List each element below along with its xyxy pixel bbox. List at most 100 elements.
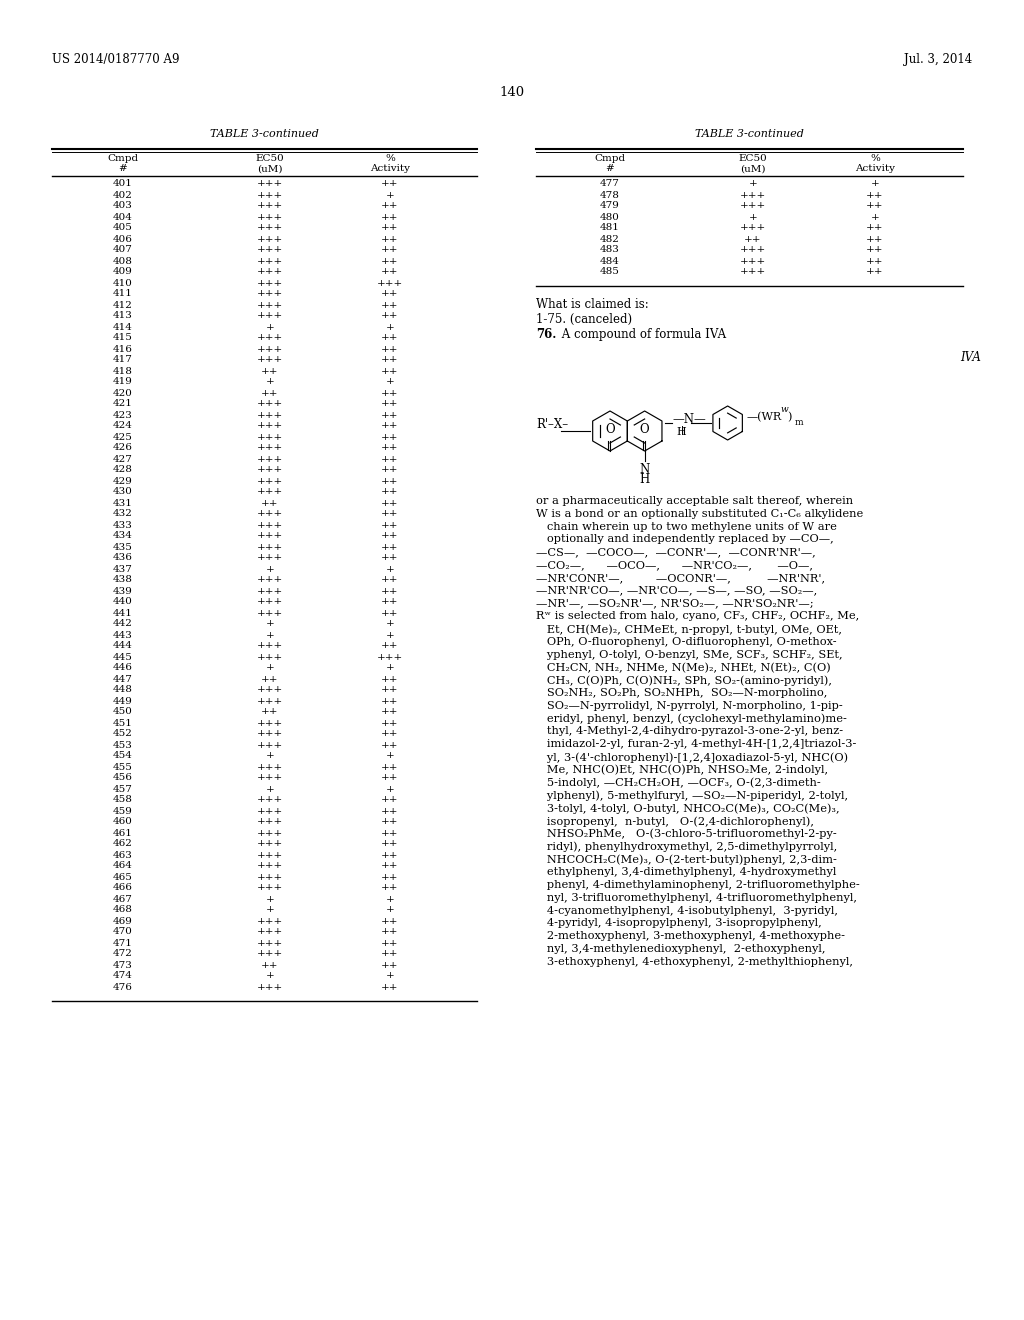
Text: +++: +++ [740,202,766,210]
Text: 436: 436 [113,553,133,562]
Text: ++: ++ [381,388,398,397]
Text: 455: 455 [113,763,133,771]
Text: 471: 471 [113,939,133,948]
Text: imidazol-2-yl, furan-2-yl, 4-methyl-4H-[1,2,4]triazol-3-: imidazol-2-yl, furan-2-yl, 4-methyl-4H-[… [536,739,856,750]
Text: ++: ++ [381,477,398,486]
Text: TABLE 3-continued: TABLE 3-continued [695,129,804,139]
Text: ++: ++ [866,246,884,255]
Text: —NR'—, —SO₂NR'—, NR'SO₂—, —NR'SO₂NR'—;: —NR'—, —SO₂NR'—, NR'SO₂—, —NR'SO₂NR'—; [536,598,814,609]
Text: 415: 415 [113,334,133,342]
Text: ++: ++ [381,642,398,651]
Text: 474: 474 [113,972,133,981]
Text: +++: +++ [257,487,283,496]
Text: +++: +++ [257,840,283,849]
Text: +++: +++ [257,718,283,727]
Text: O: O [640,422,649,436]
Text: +: + [870,213,880,222]
Text: ++: ++ [381,411,398,420]
Text: —CS—,  —COCO—,  —CONR'—,  —CONR'NR'—,: —CS—, —COCO—, —CONR'—, —CONR'NR'—, [536,548,816,557]
Text: ++: ++ [381,817,398,826]
Text: 410: 410 [113,279,133,288]
Text: —NR'CONR'—,         —OCONR'—,          —NR'NR',: —NR'CONR'—, —OCONR'—, —NR'NR', [536,573,825,583]
Text: Cmpd
#: Cmpd # [108,154,138,173]
Text: 434: 434 [113,532,133,540]
Text: +++: +++ [257,301,283,309]
Text: 470: 470 [113,928,133,936]
Text: 411: 411 [113,289,133,298]
Text: ylphenyl), 5-methylfuryl, —SO₂—N-piperidyl, 2-tolyl,: ylphenyl), 5-methylfuryl, —SO₂—N-piperid… [536,791,848,801]
Text: 419: 419 [113,378,133,387]
Text: 2-methoxyphenyl, 3-methoxyphenyl, 4-methoxyphe-: 2-methoxyphenyl, 3-methoxyphenyl, 4-meth… [536,931,845,941]
Text: ++: ++ [381,916,398,925]
Text: +++: +++ [257,685,283,694]
Text: ++: ++ [381,685,398,694]
Text: 435: 435 [113,543,133,552]
Text: H: H [640,473,650,486]
Text: 465: 465 [113,873,133,882]
Text: ++: ++ [381,202,398,210]
Text: +: + [265,784,274,793]
Text: +: + [386,565,394,573]
Text: or a pharmaceutically acceptable salt thereof, wherein: or a pharmaceutically acceptable salt th… [536,496,853,506]
Text: 449: 449 [113,697,133,705]
Text: ++: ++ [381,708,398,717]
Text: ++: ++ [381,532,398,540]
Text: ++: ++ [381,301,398,309]
Text: 433: 433 [113,520,133,529]
Text: 421: 421 [113,400,133,408]
Text: +: + [386,906,394,915]
Text: 408: 408 [113,256,133,265]
Text: 429: 429 [113,477,133,486]
Text: 480: 480 [600,213,620,222]
Text: 1-75. (canceled): 1-75. (canceled) [536,313,632,326]
Text: +: + [265,565,274,573]
Text: +++: +++ [740,256,766,265]
Text: 440: 440 [113,598,133,606]
Text: thyl, 4-Methyl-2,4-dihydro-pyrazol-3-one-2-yl, benz-: thyl, 4-Methyl-2,4-dihydro-pyrazol-3-one… [536,726,843,737]
Text: ++: ++ [381,421,398,430]
Text: +++: +++ [257,730,283,738]
Text: N: N [640,463,650,477]
Text: optionally and independently replaced by —CO—,: optionally and independently replaced by… [536,535,834,544]
Text: ++: ++ [381,598,398,606]
Text: Jul. 3, 2014: Jul. 3, 2014 [904,53,972,66]
Text: +++: +++ [257,873,283,882]
Text: +: + [749,213,758,222]
Text: +++: +++ [740,190,766,199]
Text: +++: +++ [257,421,283,430]
Text: phenyl, 4-dimethylaminophenyl, 2-trifluoromethylphe-: phenyl, 4-dimethylaminophenyl, 2-trifluo… [536,880,860,890]
Text: +++: +++ [257,598,283,606]
Text: 3-ethoxyphenyl, 4-ethoxyphenyl, 2-methylthiophenyl,: 3-ethoxyphenyl, 4-ethoxyphenyl, 2-methyl… [536,957,853,966]
Text: Et, CH(Me)₂, CHMeEt, n-propyl, t-butyl, OMe, OEt,: Et, CH(Me)₂, CHMeEt, n-propyl, t-butyl, … [536,624,842,635]
Text: 472: 472 [113,949,133,958]
Text: ++: ++ [381,223,398,232]
Text: ++: ++ [381,499,398,507]
Text: EC50
(uM): EC50 (uM) [738,154,767,173]
Text: 427: 427 [113,454,133,463]
Text: 478: 478 [600,190,620,199]
Text: ++: ++ [261,708,279,717]
Text: +++: +++ [257,256,283,265]
Text: +: + [265,664,274,672]
Text: +++: +++ [740,246,766,255]
Text: ++: ++ [381,235,398,243]
Text: +: + [386,972,394,981]
Text: ++: ++ [381,949,398,958]
Text: +++: +++ [257,180,283,189]
Text: 412: 412 [113,301,133,309]
Text: 469: 469 [113,916,133,925]
Text: ++: ++ [866,190,884,199]
Text: +++: +++ [257,829,283,837]
Text: ++: ++ [866,202,884,210]
Text: +++: +++ [257,355,283,364]
Text: +++: +++ [257,223,283,232]
Text: ++: ++ [381,334,398,342]
Text: 476: 476 [113,982,133,991]
Text: +++: +++ [257,202,283,210]
Text: +++: +++ [740,268,766,276]
Text: ++: ++ [381,268,398,276]
Text: 441: 441 [113,609,133,618]
Text: 76.: 76. [536,327,556,341]
Text: ++: ++ [381,576,398,585]
Text: +: + [386,619,394,628]
